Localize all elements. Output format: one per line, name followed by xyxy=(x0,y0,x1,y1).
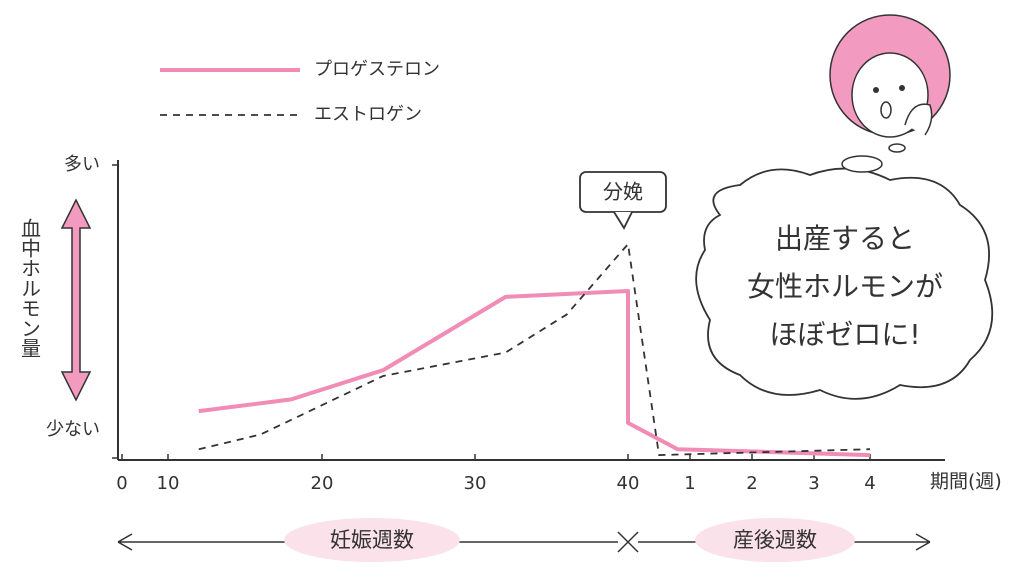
eye xyxy=(899,85,905,91)
x-tick-label: 2 xyxy=(746,473,757,494)
x-tick-label: 10 xyxy=(157,473,180,494)
y-axis-label: 血中ホルモン量 xyxy=(18,218,42,358)
x-tick-label: 30 xyxy=(464,473,487,494)
birth-label: 分娩 xyxy=(603,180,643,204)
bubble-line: ほぼゼロに! xyxy=(769,318,920,351)
x-tick-label: 40 xyxy=(617,473,640,494)
bubble-line: 女性ホルモンが xyxy=(747,270,943,303)
thought-bubble xyxy=(695,167,994,400)
x-tick-label: 3 xyxy=(808,473,819,494)
postpartum-label: 産後週数 xyxy=(733,528,817,552)
x-tick-label: 1 xyxy=(684,473,695,494)
x-tick-label: 0 xyxy=(116,473,127,494)
label-bg xyxy=(695,518,855,562)
label-bg xyxy=(284,518,460,562)
hand xyxy=(904,103,933,136)
series-line xyxy=(198,243,871,456)
bubble-line: 出産すると xyxy=(775,222,915,255)
y-tick-label: 多い xyxy=(64,154,100,175)
eye xyxy=(873,87,879,93)
y-arrow xyxy=(60,198,92,402)
x-tick-label: 4 xyxy=(864,473,875,494)
x-axis-label: 期間(週) xyxy=(930,471,1002,493)
mouth xyxy=(880,101,892,119)
pregnancy-label: 妊娠週数 xyxy=(330,528,414,552)
legend-label: プロゲステロン xyxy=(314,59,440,80)
legend-label: エストロゲン xyxy=(314,104,422,125)
x-tick-label: 20 xyxy=(311,473,334,494)
y-tick-label: 少ない xyxy=(46,419,100,440)
bubble-dot xyxy=(841,155,883,173)
series-line xyxy=(198,288,871,458)
callout-pointer xyxy=(613,211,633,230)
bubble-dot xyxy=(888,143,906,153)
